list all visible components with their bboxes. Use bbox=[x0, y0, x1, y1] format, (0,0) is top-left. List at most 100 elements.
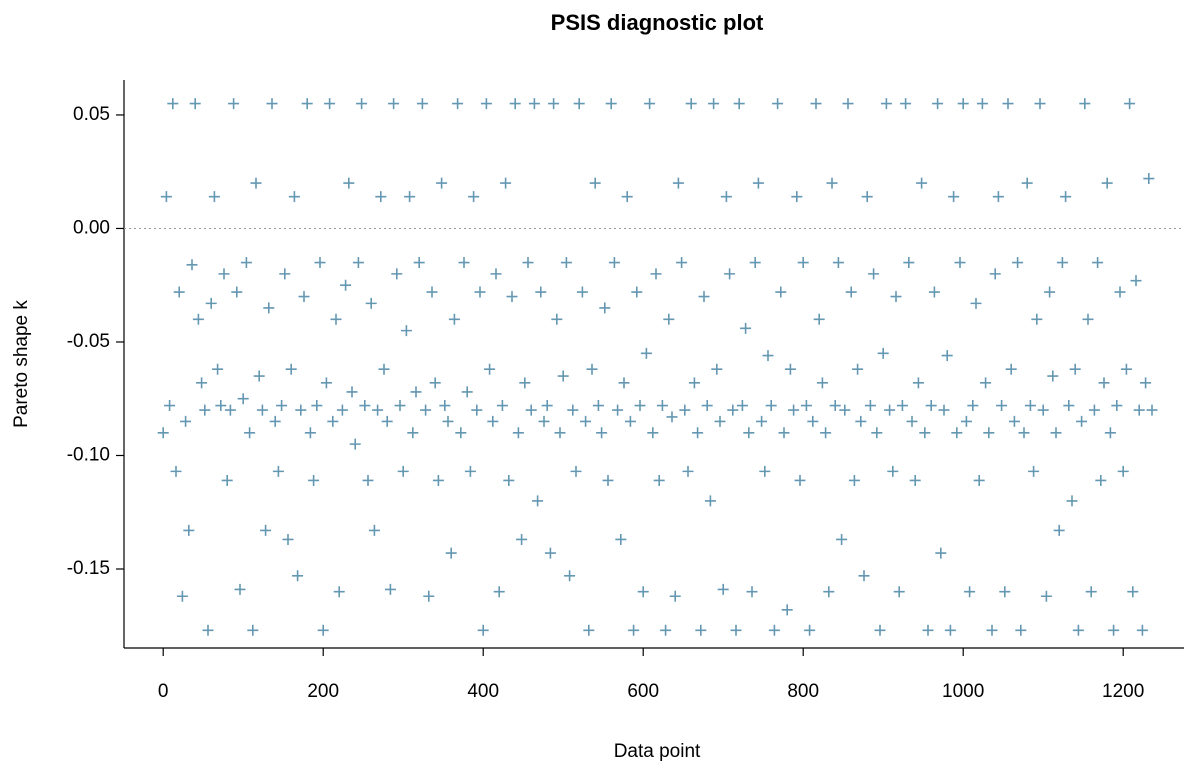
point bbox=[272, 465, 284, 477]
point bbox=[180, 415, 192, 427]
point bbox=[276, 400, 288, 412]
point bbox=[890, 291, 902, 303]
point bbox=[368, 524, 380, 536]
point bbox=[916, 177, 928, 189]
point bbox=[426, 286, 438, 298]
point bbox=[301, 98, 313, 110]
point bbox=[644, 98, 656, 110]
point bbox=[176, 590, 188, 602]
point bbox=[1130, 275, 1142, 287]
point bbox=[365, 297, 377, 309]
point bbox=[1031, 313, 1043, 325]
point bbox=[1047, 370, 1059, 382]
point bbox=[570, 465, 582, 477]
point bbox=[1002, 98, 1014, 110]
point bbox=[765, 400, 777, 412]
point bbox=[704, 495, 716, 507]
point bbox=[516, 533, 528, 545]
point bbox=[1012, 257, 1024, 269]
point bbox=[461, 386, 473, 398]
point bbox=[829, 400, 841, 412]
point bbox=[218, 268, 230, 280]
point bbox=[1044, 286, 1056, 298]
point bbox=[253, 370, 265, 382]
point bbox=[746, 586, 758, 598]
point bbox=[244, 427, 256, 439]
point bbox=[212, 363, 224, 375]
point bbox=[871, 427, 883, 439]
point bbox=[1053, 524, 1065, 536]
point bbox=[826, 177, 838, 189]
point bbox=[340, 279, 352, 291]
point bbox=[951, 427, 963, 439]
point bbox=[487, 415, 499, 427]
point bbox=[864, 400, 876, 412]
point bbox=[941, 350, 953, 362]
point bbox=[877, 347, 889, 359]
point bbox=[455, 427, 467, 439]
point bbox=[768, 624, 780, 636]
y-tick-label: 0.00 bbox=[73, 217, 110, 238]
point bbox=[788, 404, 800, 416]
point bbox=[496, 400, 508, 412]
point bbox=[589, 177, 601, 189]
point bbox=[512, 427, 524, 439]
point bbox=[944, 624, 956, 636]
point bbox=[954, 257, 966, 269]
point bbox=[900, 98, 912, 110]
point bbox=[352, 257, 364, 269]
point bbox=[500, 177, 512, 189]
point bbox=[394, 400, 406, 412]
point bbox=[583, 624, 595, 636]
point bbox=[836, 533, 848, 545]
point bbox=[948, 191, 960, 203]
point bbox=[1040, 590, 1052, 602]
point bbox=[522, 257, 534, 269]
point bbox=[375, 191, 387, 203]
point bbox=[490, 268, 502, 280]
point bbox=[471, 404, 483, 416]
point bbox=[509, 98, 521, 110]
point bbox=[912, 377, 924, 389]
point bbox=[160, 191, 172, 203]
point bbox=[752, 177, 764, 189]
point bbox=[221, 474, 233, 486]
point bbox=[381, 415, 393, 427]
point bbox=[260, 524, 272, 536]
point bbox=[477, 624, 489, 636]
point bbox=[823, 586, 835, 598]
point bbox=[1021, 177, 1033, 189]
point bbox=[1037, 404, 1049, 416]
point bbox=[407, 427, 419, 439]
point bbox=[564, 570, 576, 582]
point bbox=[1092, 257, 1104, 269]
point bbox=[506, 291, 518, 303]
point bbox=[992, 191, 1004, 203]
point bbox=[1028, 465, 1040, 477]
point bbox=[688, 377, 700, 389]
point bbox=[650, 268, 662, 280]
point bbox=[909, 474, 921, 486]
point bbox=[1104, 427, 1116, 439]
point bbox=[538, 415, 550, 427]
point bbox=[333, 586, 345, 598]
point bbox=[557, 370, 569, 382]
point bbox=[384, 583, 396, 595]
point bbox=[410, 386, 422, 398]
point bbox=[1124, 98, 1136, 110]
point bbox=[295, 404, 307, 416]
point bbox=[1034, 98, 1046, 110]
point bbox=[810, 98, 822, 110]
point bbox=[973, 474, 985, 486]
point bbox=[266, 98, 278, 110]
point bbox=[288, 191, 300, 203]
x-tick-label: 1000 bbox=[942, 681, 984, 702]
point bbox=[1063, 400, 1075, 412]
point bbox=[602, 474, 614, 486]
point bbox=[615, 533, 627, 545]
point bbox=[580, 415, 592, 427]
point bbox=[349, 438, 361, 450]
point bbox=[717, 583, 729, 595]
point bbox=[733, 98, 745, 110]
point bbox=[205, 297, 217, 309]
